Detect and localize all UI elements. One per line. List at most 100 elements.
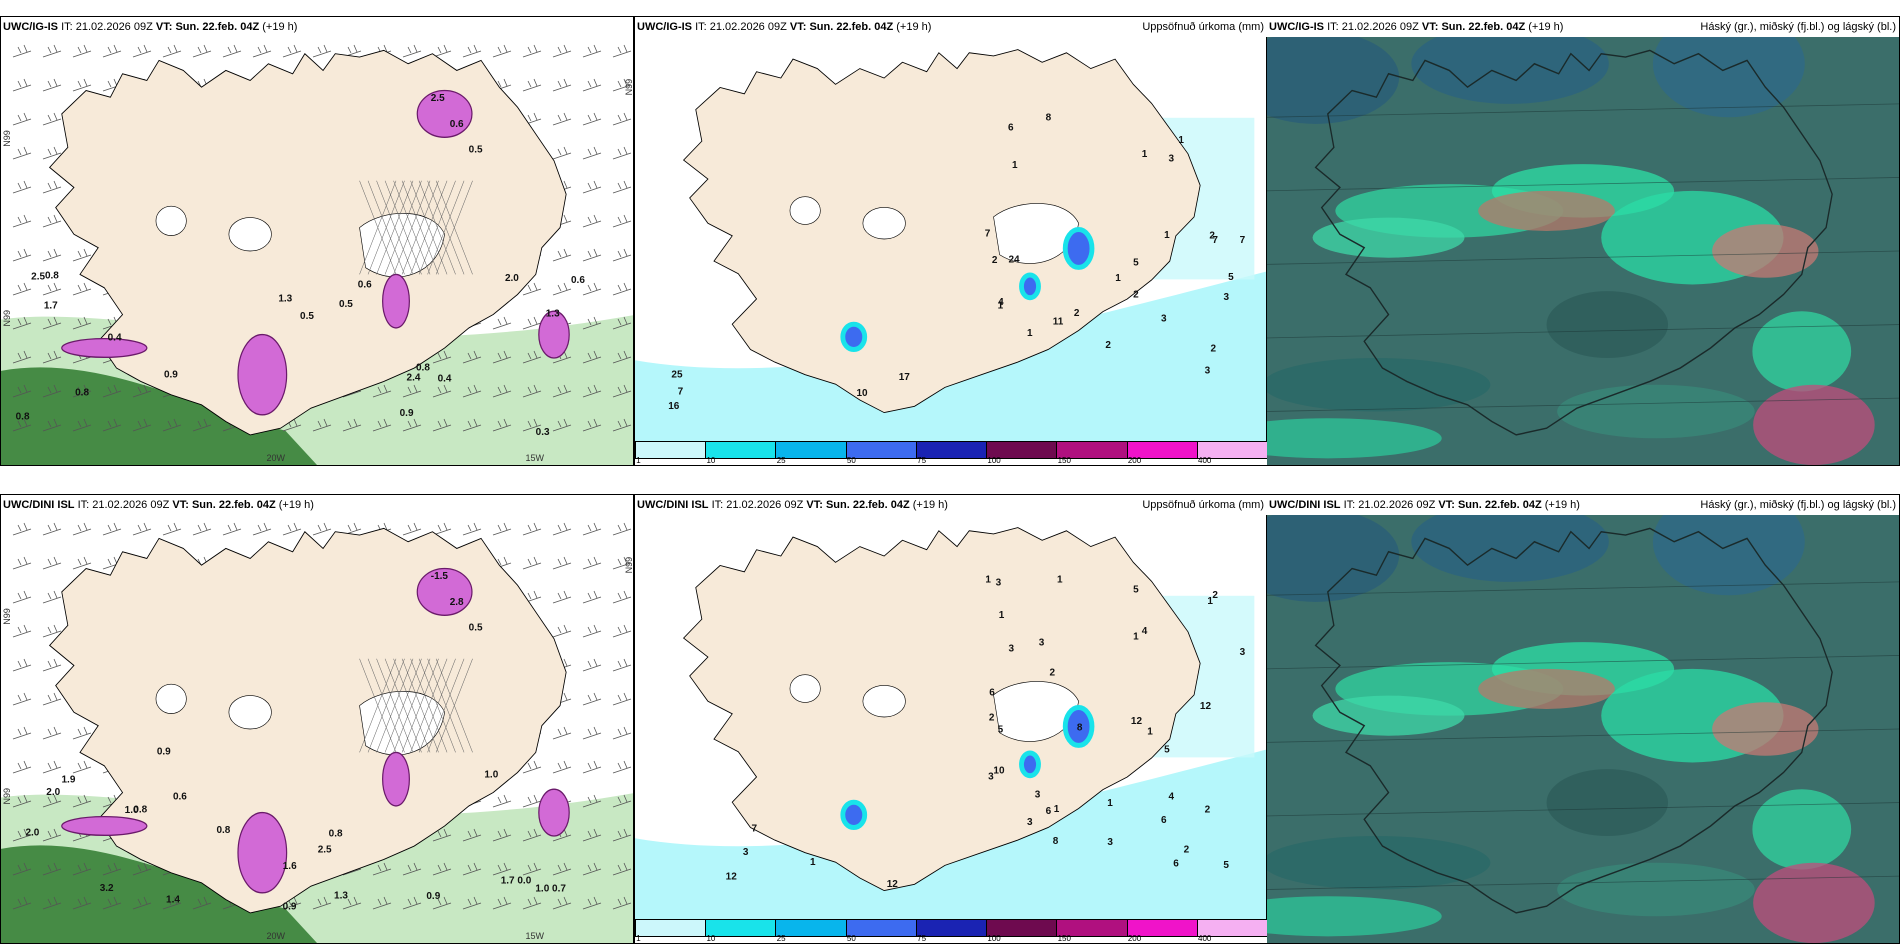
value-label: 0.9	[283, 902, 297, 913]
init-time: 21.02.2026 09Z	[1341, 21, 1419, 33]
legend-tick-label: 25	[776, 934, 786, 943]
legend-swatch	[635, 442, 706, 458]
value-label: 2	[1210, 344, 1216, 355]
value-label: 2	[1074, 308, 1080, 319]
value-label: 3	[1205, 365, 1211, 376]
map-canvas	[1267, 515, 1899, 943]
iceland-land	[682, 49, 1201, 414]
value-label: 1.9	[61, 775, 75, 786]
iceland-land	[48, 527, 567, 914]
value-label: 0.6	[450, 119, 464, 130]
value-label: 2.0	[25, 827, 39, 838]
value-label: 1	[1054, 804, 1060, 815]
mixed-precip-cell	[237, 333, 288, 416]
legend-tick-label: 75	[917, 934, 927, 943]
mixed-precip-cell	[538, 310, 570, 359]
cloud-patch	[1411, 37, 1609, 104]
legend-tick-label: 100	[987, 456, 1001, 465]
valid-label: VT:	[172, 499, 189, 511]
panel-header: UWC/IG-IS IT: 21.02.2026 09Z VT: Sun. 22…	[635, 17, 1267, 37]
valid-time: Sun. 22.feb. 04Z	[809, 21, 894, 33]
cloud-patch	[1478, 668, 1615, 709]
sleet-hatch	[359, 658, 473, 753]
map-area: 5 6 4 3 4 8 5 5 3 3 1 2 6 2 10 1 2 1 3 2 3 1 1 2 6 1 3 1 8 12 6 5 12 3 3 1 3…	[635, 515, 1267, 919]
cloud-patch	[1267, 418, 1442, 459]
lead-time: (+19 h)	[278, 499, 314, 511]
value-label: 3	[1035, 789, 1041, 800]
value-label: 0.4	[438, 373, 452, 384]
init-time: 21.02.2026 09Z	[75, 21, 153, 33]
value-label: 0.8	[16, 411, 30, 422]
init-time: 21.02.2026 09Z	[92, 499, 170, 511]
value-label: 2	[1209, 230, 1215, 241]
grid-line	[1267, 581, 1899, 596]
value-label: 0.6	[358, 280, 372, 291]
init-label: IT:	[1343, 499, 1356, 511]
legend-tick-label: 150	[1057, 456, 1071, 465]
value-label: 2	[1205, 804, 1211, 815]
legend-swatch	[775, 442, 846, 458]
panel-header: UWC/IG-IS IT: 21.02.2026 09Z VT: Sun. 22…	[1, 17, 633, 37]
valid-label: VT:	[155, 21, 173, 33]
value-label: 3	[1161, 313, 1167, 324]
glacier	[228, 217, 272, 252]
coordinate-label: N99	[2, 608, 12, 625]
precip-max-cell	[1019, 272, 1041, 301]
coordinate-label: N99	[2, 130, 12, 147]
coordinate-label: N99	[2, 788, 12, 805]
value-label: 4	[998, 297, 1004, 308]
map-panel-precip-type: UWC/DINI ISL IT: 21.02.2026 09Z VT: Sun.…	[0, 494, 634, 944]
grid-line	[1267, 250, 1899, 265]
value-label: 3	[1240, 647, 1246, 658]
model-name: UWC/IG-IS	[3, 21, 58, 33]
legend-swatch	[1056, 442, 1127, 458]
map-panel-cloud: UWC/IG-IS IT: 21.02.2026 09Z VT: Sun. 22…	[1266, 16, 1900, 466]
map-area: N99 N99 N99 20W 15W -1.5 2.8 0.5 1.4 1.7 0.0 0.9 0.…	[1, 515, 633, 943]
init-time: 21.02.2026 09Z	[726, 499, 804, 511]
legend-tick-label: 200	[1127, 456, 1142, 465]
coordinate-label: 15W	[526, 453, 545, 463]
value-label: 3	[1169, 154, 1175, 165]
panel-header: UWC/IG-IS IT: 21.02.2026 09Z VT: Sun. 22…	[1267, 17, 1899, 37]
mixed-precip-cell	[538, 788, 570, 837]
map-panel-accum: UWC/IG-IS IT: 21.02.2026 09Z VT: Sun. 22…	[634, 16, 1268, 466]
value-label: 10	[993, 765, 1005, 776]
precip-max-cell	[840, 321, 868, 352]
value-label: 7	[751, 823, 757, 834]
coordinate-label: N99	[624, 79, 633, 96]
cloud-patch	[1712, 702, 1819, 756]
cloud-patch	[1267, 358, 1491, 412]
glacier	[862, 207, 906, 240]
value-label: 0.9	[164, 369, 178, 380]
valid-time: Sun. 22.feb. 04Z	[191, 499, 276, 511]
legend-tick-label: 100	[987, 934, 1001, 943]
value-label: 1	[1147, 727, 1153, 738]
map-area	[1267, 37, 1899, 465]
valid-label: VT:	[806, 499, 823, 511]
value-label: 2.5	[31, 272, 45, 283]
value-label: 6	[989, 688, 995, 699]
value-label: 1.4	[166, 894, 180, 905]
legend-swatch	[845, 442, 916, 458]
value-label: 2	[1105, 340, 1111, 351]
lead-time: (+19 h)	[912, 499, 948, 511]
value-label: 3	[1027, 817, 1033, 828]
value-label: 0.6	[571, 275, 585, 286]
value-label: 2.4	[407, 373, 421, 384]
value-label: 2	[992, 255, 998, 266]
value-label: 0.8	[75, 387, 89, 398]
value-label: 1.3	[546, 309, 560, 320]
value-label: 2	[1050, 667, 1056, 678]
value-label: 0.3	[536, 427, 550, 438]
value-label: 1	[1012, 160, 1018, 171]
mixed-precip-cell	[416, 567, 473, 616]
value-label: 0.6	[173, 792, 187, 803]
value-label: 1.0 0.7	[535, 883, 566, 894]
lead-time: (+19 h)	[262, 21, 298, 33]
lead-time: (+19 h)	[1528, 21, 1564, 33]
precip-max-cell	[840, 799, 868, 830]
value-label: 1	[1207, 596, 1213, 607]
map-canvas: N99 N99 N99 20W 15W 2.5 0.6 0.5 0.8 0.3 0.8 0.5 1.3 0…	[1, 37, 633, 465]
cloud-patch	[1557, 384, 1755, 439]
